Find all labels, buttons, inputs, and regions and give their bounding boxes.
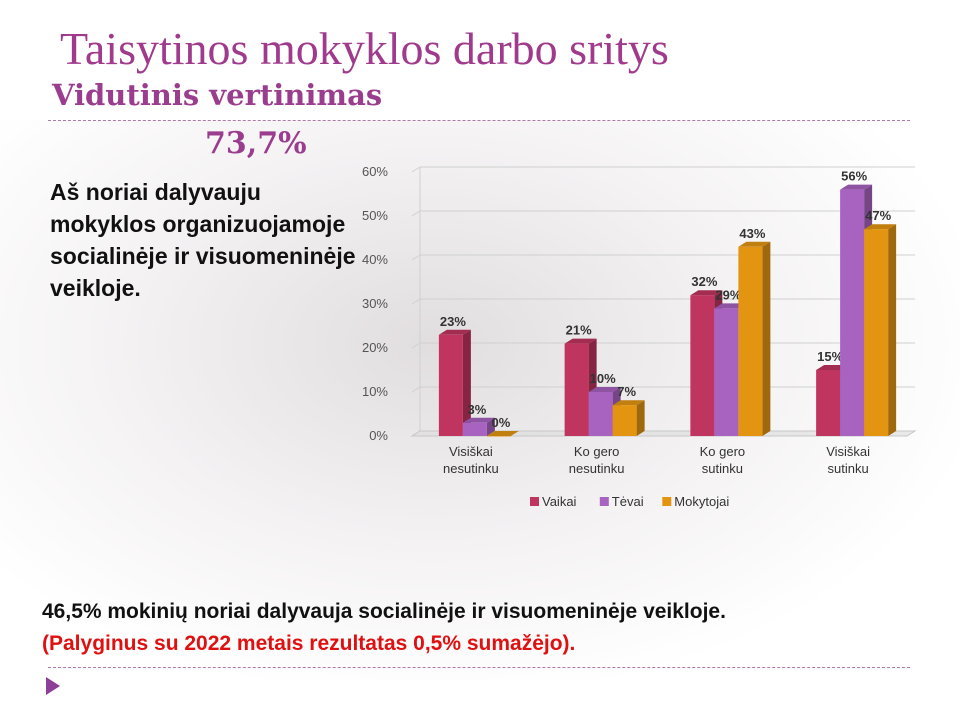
data-label: 15% [817,349,843,364]
gridline-side [411,342,421,349]
legend-label: Mokytojai [674,494,729,509]
slide-bullet-icon [46,677,60,695]
bar-top [840,184,873,190]
bar-top [690,290,723,296]
gridline-side [411,166,421,173]
bar [816,370,841,436]
bar [612,405,637,436]
data-label: 0% [491,415,510,430]
average-score: 73,7% [205,126,307,161]
bar [438,334,463,436]
legend-label: Vaikai [542,494,577,509]
data-label: 56% [841,169,867,184]
bar [690,295,715,436]
y-tick-label: 20% [362,340,388,355]
bar [486,436,511,437]
x-tick-label: Ko gero nesutinku [569,444,625,476]
bar-side [636,400,645,436]
gridline-side [411,386,421,393]
data-label: 29% [715,287,741,302]
y-tick-label: 60% [362,164,388,179]
x-tick-label: Ko gero sutinku [700,444,746,476]
bar [840,189,865,436]
bar-top [486,431,519,436]
y-tick-label: 10% [362,384,388,399]
slide-subtitle: Vidutinis vertinimas [52,78,383,112]
bar-chart: 0% 10% 20% 30% 40% 50% 60% 23% 3% 0% Visiškai nesut… [362,164,917,509]
gridline-side [411,298,421,305]
bar-top [864,224,897,230]
bar [564,343,589,436]
bar [714,308,739,436]
bar-side [888,224,897,436]
bar-top [612,400,645,406]
legend-swatch [599,497,609,506]
gridline-side [411,254,421,261]
bar-top [738,241,771,247]
data-label: 43% [739,226,765,241]
gridline-side [411,210,421,217]
legend-label: Tėvai [612,494,644,509]
y-tick-label: 40% [362,252,388,267]
data-label: 21% [566,323,592,338]
y-tick-label: 30% [362,296,388,311]
bar [462,422,487,436]
bar [864,229,889,436]
bar [588,392,613,436]
y-tick-label: 50% [362,208,388,223]
legend-swatch [530,497,539,506]
bar-side [762,241,771,436]
data-label: 7% [617,384,636,399]
bar [738,246,763,436]
data-label: 10% [590,371,616,386]
slide-title: Taisytinos mokyklos darbo sritys [60,23,669,74]
data-label: 47% [865,208,891,223]
bar-top [462,417,495,423]
background-school-photo [0,120,960,680]
data-label: 23% [440,314,466,329]
bar-top [588,387,621,392]
data-label: 32% [691,274,717,289]
data-label: 3% [467,402,486,417]
comparison-note: (Palyginus su 2022 metais rezultatas 0,5… [42,632,576,655]
summary-text: 46,5% mokinių noriai dalyvauja socialinė… [42,600,726,623]
bar-top [564,338,597,344]
bar-top [438,329,471,335]
x-tick-label: Visiškai nesutinku [443,444,499,476]
bar-side [462,329,471,436]
survey-statement: Aš noriai dalyvauju mokyklos organizuoja… [50,179,356,301]
divider-top [48,120,910,121]
bar-side [486,417,495,436]
y-tick-label: 0% [369,428,388,443]
divider-bottom [48,667,910,668]
legend-swatch [662,497,672,506]
x-tick-label: Visiškai sutinku [826,444,870,476]
